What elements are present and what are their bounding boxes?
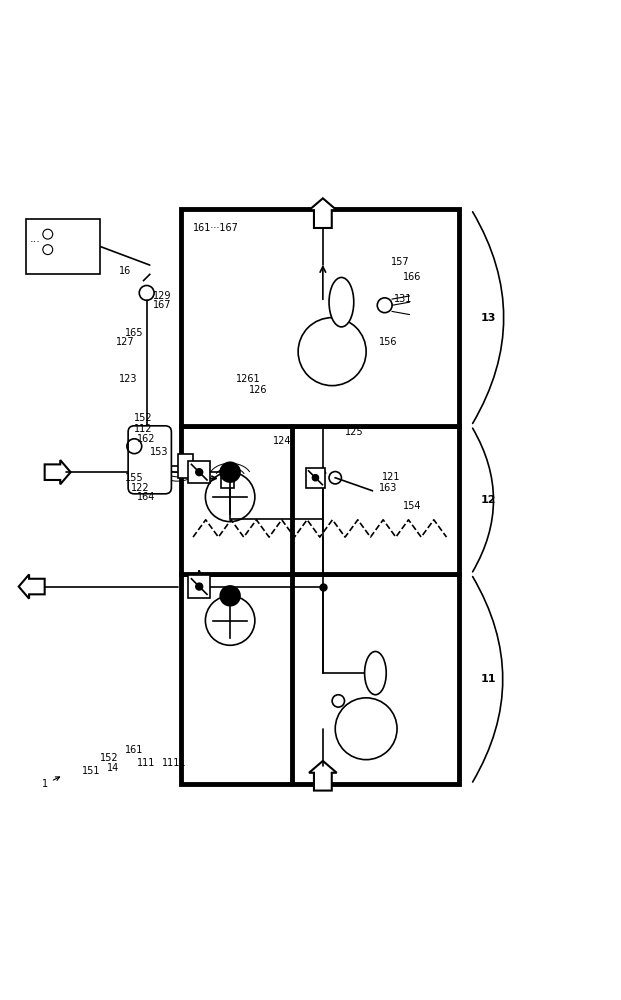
Text: 122: 122 <box>131 483 150 493</box>
Text: 157: 157 <box>391 257 409 267</box>
Text: 124: 124 <box>273 436 292 446</box>
Circle shape <box>196 583 202 590</box>
Circle shape <box>220 462 240 482</box>
Text: 154: 154 <box>403 501 422 511</box>
Bar <box>188 461 211 483</box>
FancyBboxPatch shape <box>128 426 171 494</box>
Text: 131: 131 <box>394 294 412 304</box>
Text: 16: 16 <box>119 266 131 276</box>
Text: 123: 123 <box>119 374 137 384</box>
Circle shape <box>312 475 319 481</box>
Bar <box>26 219 101 274</box>
Text: 156: 156 <box>379 337 397 347</box>
Text: 165: 165 <box>125 328 143 338</box>
FancyArrow shape <box>309 761 337 791</box>
Text: 125: 125 <box>345 427 363 437</box>
Bar <box>306 468 325 488</box>
Text: 153: 153 <box>150 447 168 457</box>
Text: 161···167: 161···167 <box>193 223 239 233</box>
Text: 12: 12 <box>481 495 496 505</box>
Text: 164: 164 <box>137 492 156 502</box>
Text: 162: 162 <box>137 434 156 444</box>
Text: 151: 151 <box>82 766 100 776</box>
Bar <box>181 209 459 426</box>
FancyArrow shape <box>309 198 337 228</box>
Ellipse shape <box>365 651 386 695</box>
Text: 163: 163 <box>379 483 397 493</box>
Text: 14: 14 <box>106 763 119 773</box>
Bar <box>178 454 193 478</box>
Ellipse shape <box>329 277 354 327</box>
Circle shape <box>196 469 202 476</box>
Text: 127: 127 <box>116 337 134 347</box>
FancyArrow shape <box>45 460 71 484</box>
Text: 152: 152 <box>134 413 153 423</box>
Text: 126: 126 <box>248 385 267 395</box>
Bar <box>221 469 235 488</box>
Text: 111: 111 <box>137 758 156 768</box>
Text: 1: 1 <box>42 779 48 789</box>
Text: 1111: 1111 <box>162 758 187 768</box>
Text: 161: 161 <box>125 745 143 755</box>
Text: 152: 152 <box>101 753 119 763</box>
Text: 112: 112 <box>134 424 153 434</box>
Bar <box>188 575 211 598</box>
Text: 155: 155 <box>125 473 143 483</box>
Bar <box>181 426 459 574</box>
Text: 129: 129 <box>153 291 171 301</box>
Text: 1261: 1261 <box>237 374 261 384</box>
Bar <box>181 574 459 784</box>
FancyArrow shape <box>19 574 45 599</box>
Text: 167: 167 <box>153 300 171 310</box>
Circle shape <box>220 586 240 606</box>
Text: ...: ... <box>30 234 41 244</box>
Text: 166: 166 <box>403 272 422 282</box>
Text: 13: 13 <box>481 313 496 323</box>
Text: 11: 11 <box>481 674 496 684</box>
Text: 121: 121 <box>381 472 400 482</box>
